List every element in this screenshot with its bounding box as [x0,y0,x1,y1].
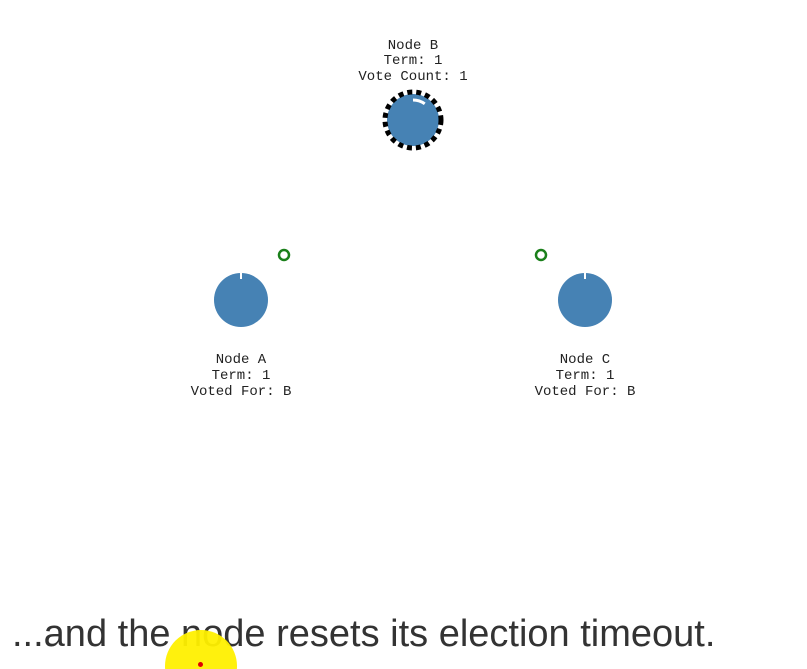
cursor-pointer-dot [198,662,203,667]
raft-cluster-diagram: Node B Term: 1 Vote Count: 1 Node A Term… [191,38,636,400]
node-a-term: Term: 1 [212,368,271,384]
node-b-term: Term: 1 [384,53,443,69]
node-b-vote-count: Vote Count: 1 [358,69,467,85]
node-b-name: Node B [388,38,438,54]
vote-response-message-a [277,248,291,262]
node-a-name: Node A [216,352,267,368]
node-a[interactable]: Node A Term: 1 Voted For: B [191,273,292,400]
node-a-circle [214,273,268,327]
node-b[interactable]: Node B Term: 1 Vote Count: 1 [358,38,468,151]
node-b-candidate-ring [382,89,444,151]
node-b-election-timer [412,98,426,106]
narration-caption: ...and the node resets its election time… [12,613,716,655]
node-c-circle [558,273,612,327]
node-b-circle [387,94,439,146]
node-c-voted-for: Voted For: B [535,384,636,400]
node-a-voted-for: Voted For: B [191,384,292,400]
node-c-term: Term: 1 [556,368,615,384]
node-c[interactable]: Node C Term: 1 Voted For: B [535,273,636,400]
node-c-name: Node C [560,352,610,368]
vote-response-message-c [534,248,548,262]
